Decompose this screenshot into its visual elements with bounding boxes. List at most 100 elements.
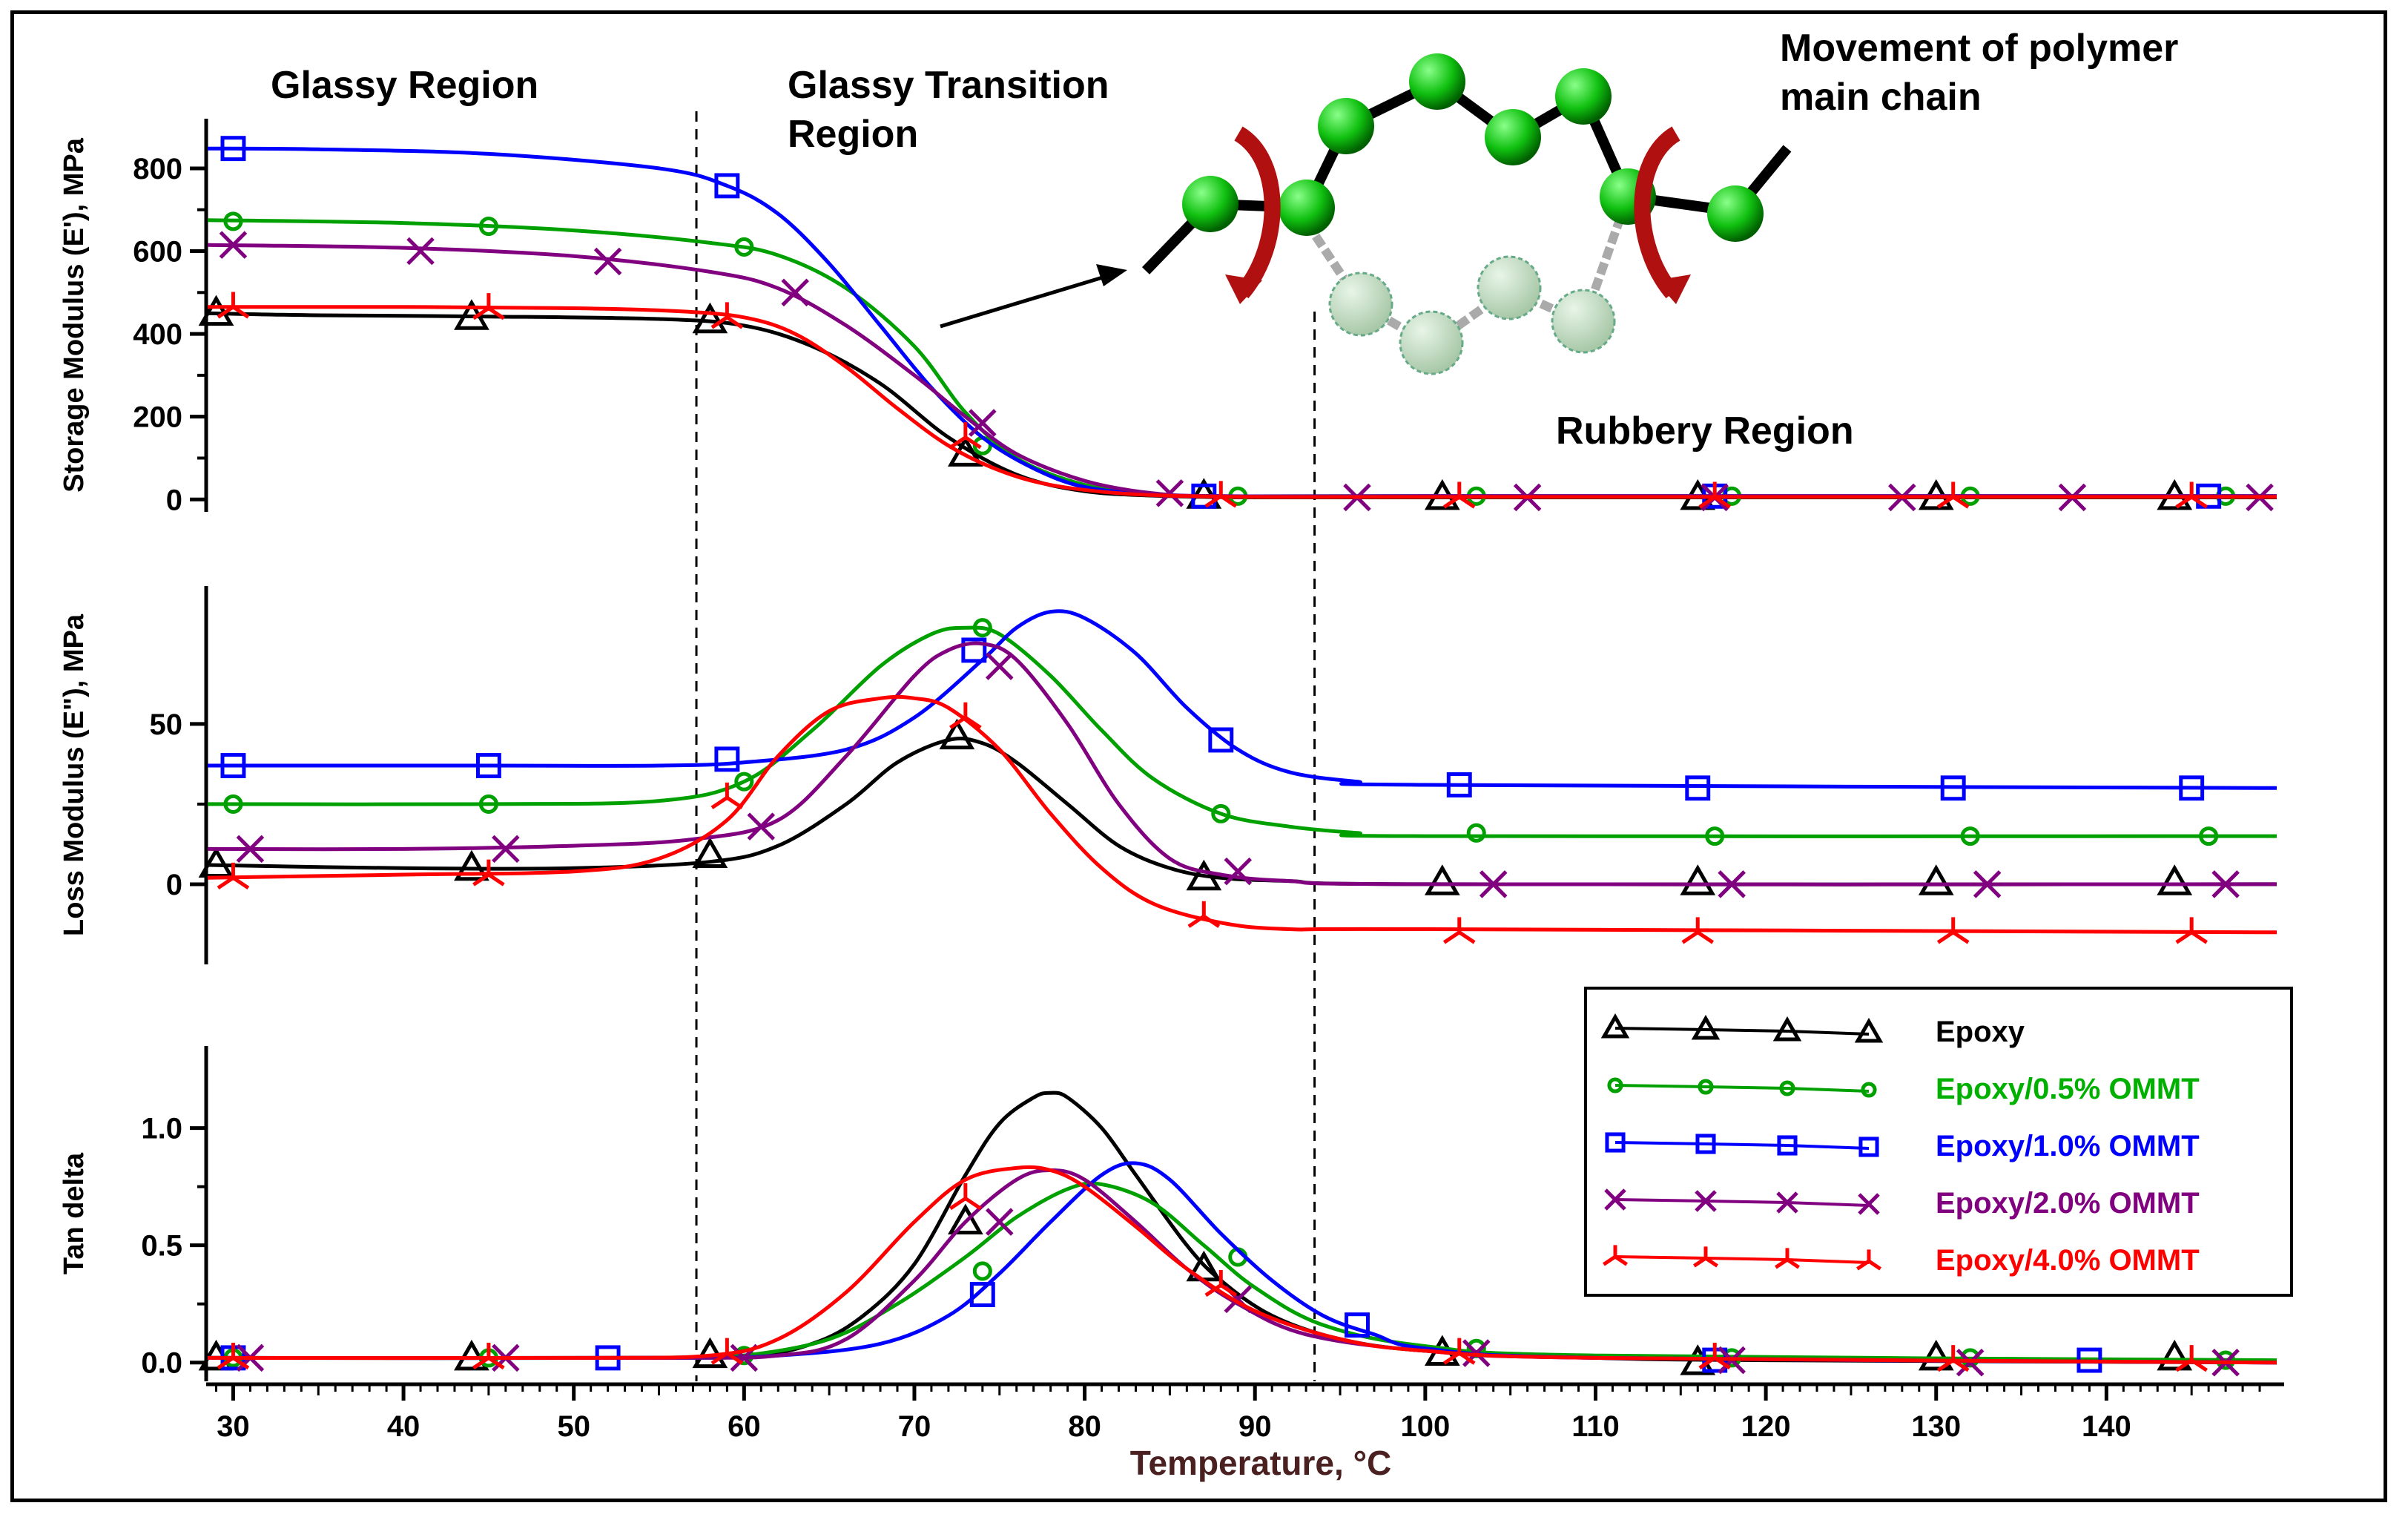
y-axis-title-loss: Loss Modulus (E"), MPa bbox=[59, 614, 90, 936]
series-loss-x bbox=[207, 641, 2277, 898]
rotation-arrow-left bbox=[1225, 126, 1281, 304]
x-tick-label: 90 bbox=[1238, 1410, 1272, 1443]
data-marker bbox=[1204, 1270, 1238, 1297]
x-tick-label: 80 bbox=[1068, 1410, 1101, 1443]
series-layer bbox=[198, 136, 2277, 1377]
divider-layer bbox=[695, 111, 1316, 1381]
data-marker bbox=[1698, 481, 1732, 509]
data-marker bbox=[747, 812, 776, 841]
data-marker bbox=[1442, 481, 1476, 509]
data-marker bbox=[454, 1339, 489, 1371]
data-marker bbox=[1211, 803, 1231, 823]
x-tick-label: 70 bbox=[898, 1410, 931, 1443]
series-tan-tick bbox=[207, 1165, 2277, 1372]
data-marker bbox=[1918, 1339, 1954, 1371]
legend-line bbox=[1614, 1084, 1870, 1093]
data-marker bbox=[710, 782, 744, 809]
movement-label-2: main chain bbox=[1780, 76, 1982, 119]
transition-region-label-2: Region bbox=[788, 113, 918, 156]
y-tick-label: 200 bbox=[133, 401, 182, 434]
x-tick-label: 110 bbox=[1571, 1410, 1620, 1443]
data-marker bbox=[2175, 481, 2208, 509]
data-marker bbox=[1918, 864, 1954, 895]
data-marker bbox=[1695, 1134, 1716, 1154]
polymer-chain-illustration bbox=[1141, 53, 1792, 375]
data-marker bbox=[1479, 870, 1508, 898]
data-marker bbox=[1698, 1342, 1732, 1370]
data-marker bbox=[2157, 864, 2193, 895]
rotation-arrow-right bbox=[1634, 126, 1691, 304]
series-line bbox=[207, 641, 2277, 887]
data-marker bbox=[692, 837, 728, 868]
series-line bbox=[207, 305, 2277, 499]
data-marker bbox=[217, 1342, 250, 1370]
data-marker bbox=[478, 794, 498, 814]
data-marker bbox=[1204, 481, 1238, 508]
legend: Epoxy Epoxy/0.5% OMMT Epoxy/1.0% OMMT Epoxy… bbox=[1584, 987, 2293, 1297]
data-marker bbox=[734, 772, 754, 792]
data-marker bbox=[2199, 826, 2219, 846]
data-marker bbox=[1187, 901, 1221, 928]
data-marker bbox=[1695, 1190, 1717, 1212]
data-marker bbox=[961, 637, 987, 663]
y-tick-label: 1.0 bbox=[141, 1113, 182, 1145]
data-marker bbox=[217, 292, 250, 319]
glassy-region-label: Glassy Region bbox=[271, 64, 538, 107]
data-marker bbox=[220, 136, 246, 162]
data-marker bbox=[223, 211, 243, 231]
data-marker bbox=[972, 618, 992, 638]
data-marker bbox=[1698, 1079, 1714, 1095]
data-marker bbox=[1155, 479, 1184, 507]
main-chain bbox=[1141, 53, 1792, 274]
data-marker bbox=[1960, 826, 1980, 846]
series-storage-square bbox=[207, 136, 2277, 509]
y-axis-title-storage: Storage Modulus (E'), MPa bbox=[59, 137, 90, 493]
data-marker bbox=[947, 1203, 983, 1235]
data-marker bbox=[949, 1183, 982, 1211]
y-tick-label: 600 bbox=[133, 236, 182, 269]
data-marker bbox=[781, 278, 809, 307]
data-marker bbox=[1605, 1132, 1626, 1153]
x-tick-label: 100 bbox=[1400, 1410, 1450, 1443]
data-marker bbox=[710, 302, 744, 329]
data-marker bbox=[492, 835, 520, 864]
data-marker bbox=[2216, 1350, 2236, 1370]
x-tick-label: 30 bbox=[217, 1410, 250, 1443]
data-marker bbox=[1208, 727, 1234, 753]
y-axis-title-tan: Tan delta bbox=[59, 1152, 90, 1274]
legend-line bbox=[1614, 1198, 1870, 1207]
data-marker bbox=[1858, 1193, 1880, 1215]
y-tick-label: 50 bbox=[150, 708, 183, 741]
data-marker bbox=[198, 846, 234, 878]
x-tick-label: 130 bbox=[1911, 1410, 1961, 1443]
data-marker bbox=[217, 862, 250, 889]
data-marker bbox=[1936, 481, 1970, 509]
data-marker bbox=[949, 422, 982, 450]
ghost-chain bbox=[1303, 195, 1632, 375]
data-marker bbox=[1861, 1082, 1877, 1098]
data-marker bbox=[2157, 1339, 2193, 1371]
x-axis-title: Temperature, °C bbox=[1130, 1444, 1391, 1482]
y-tick-label: 800 bbox=[133, 153, 182, 185]
data-marker bbox=[969, 409, 997, 437]
y-tick-label: 0 bbox=[166, 869, 182, 901]
data-marker bbox=[969, 1282, 995, 1307]
series-line bbox=[207, 311, 2277, 500]
series-line bbox=[207, 609, 2277, 790]
data-marker bbox=[1856, 1249, 1881, 1271]
legend-item: Epoxy/0.5% OMMT bbox=[1607, 1073, 2200, 1105]
legend-item: Epoxy/2.0% OMMT bbox=[1604, 1187, 2200, 1220]
data-marker bbox=[1776, 1191, 1798, 1214]
legend-label: Epoxy bbox=[1936, 1016, 2025, 1048]
series-loss-square bbox=[207, 609, 2277, 801]
x-tick-label: 40 bbox=[387, 1410, 420, 1443]
series-storage-tick bbox=[207, 292, 2277, 509]
transition-region-label-1: Glassy Transition bbox=[788, 64, 1109, 107]
series-loss-tick bbox=[207, 694, 2277, 944]
axes-layer: 0 200 400 600 800 Storage Modulus (E'), MPa 0 5… bbox=[59, 119, 2284, 1443]
data-marker bbox=[986, 652, 1014, 680]
legend-item: Epoxy/1.0% OMMT bbox=[1605, 1130, 2200, 1162]
y-tick-label: 400 bbox=[133, 318, 182, 351]
data-marker bbox=[1936, 1345, 1970, 1372]
